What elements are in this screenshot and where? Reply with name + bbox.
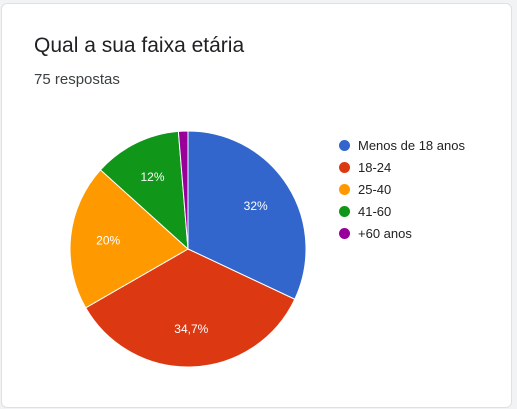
- pie-slice-0[interactable]: [187, 130, 307, 300]
- pie-slice-2[interactable]: [69, 169, 189, 309]
- pie-slice-3[interactable]: [99, 130, 189, 251]
- legend-item-4[interactable]: +60 anos: [339, 222, 465, 244]
- legend-label-0: Menos de 18 anos: [358, 137, 465, 153]
- pie-slice-label-1: 34,7%: [174, 322, 208, 336]
- pie-slice-4[interactable]: [177, 130, 189, 250]
- legend-swatch-0: [339, 139, 350, 151]
- legend-label-1: 18-24: [358, 159, 392, 175]
- legend-swatch-1: [339, 161, 350, 173]
- legend-swatch-3: [339, 205, 350, 217]
- pie-slice-1[interactable]: [85, 248, 296, 368]
- pie-slice-label-0: 32%: [244, 199, 268, 213]
- pie-slice-label-3: 12%: [140, 170, 164, 184]
- legend-item-0[interactable]: Menos de 18 anos: [339, 134, 465, 156]
- chart-legend: Menos de 18 anos 18-24 25-40 41-60 +60 anos: [339, 134, 465, 244]
- legend-swatch-2: [339, 183, 350, 195]
- legend-label-2: 25-40: [358, 181, 392, 197]
- legend-item-2[interactable]: 25-40: [339, 178, 465, 200]
- response-count: 75 respostas: [34, 71, 120, 88]
- pie-chart: 32% 34,7% 20% 12%: [69, 130, 307, 368]
- response-summary-card: Qual a sua faixa etária 75 respostas 32%…: [1, 3, 512, 408]
- legend-item-1[interactable]: 18-24: [339, 156, 465, 178]
- question-title: Qual a sua faixa etária: [34, 34, 245, 57]
- pie-slice-label-2: 20%: [96, 233, 120, 247]
- legend-swatch-4: [339, 227, 350, 239]
- legend-label-3: 41-60: [358, 203, 392, 219]
- legend-label-4: +60 anos: [358, 225, 412, 241]
- legend-item-3[interactable]: 41-60: [339, 200, 465, 222]
